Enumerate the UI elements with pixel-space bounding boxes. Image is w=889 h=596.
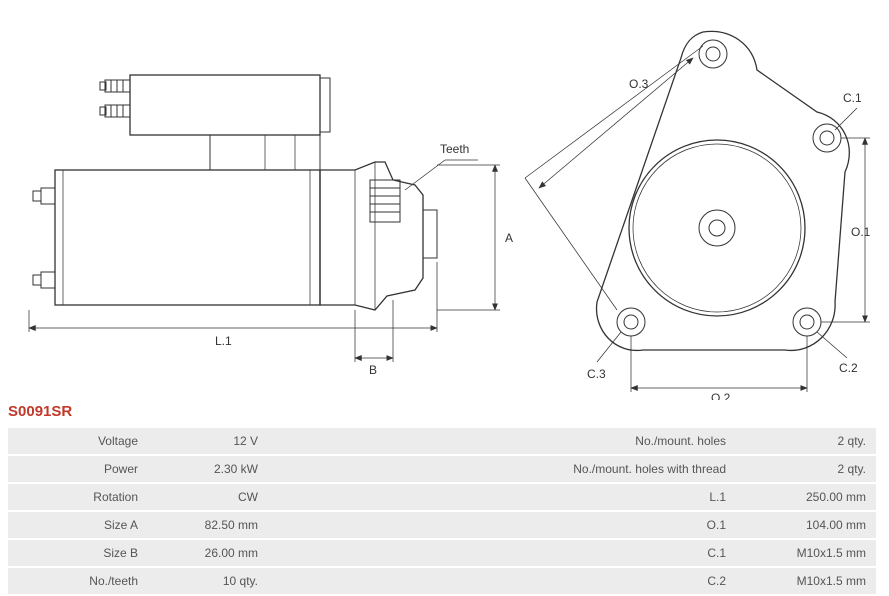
spec-label: Size A [8,512,148,538]
spec-value: 2.30 kW [148,456,268,482]
spec-row: Rotation CW L.1 250.00 mm [8,484,876,510]
dim-o2: O.2 [711,391,731,400]
dim-l1: L.1 [215,334,232,348]
spec-label2: No./mount. holes [268,428,736,454]
spec-label: No./teeth [8,568,148,594]
spec-row: Size B 26.00 mm C.1 M10x1.5 mm [8,540,876,566]
spec-label: Size B [8,540,148,566]
spec-label2: No./mount. holes with thread [268,456,736,482]
spec-label: Power [8,456,148,482]
dim-b: B [369,363,377,377]
lbl-c2: C.2 [839,361,858,375]
spec-value2: 2 qty. [736,428,876,454]
spec-value2: M10x1.5 mm [736,568,876,594]
side-view: L.1 B A Teeth [29,75,513,377]
spec-label2: C.2 [268,568,736,594]
spec-table: Voltage 12 V No./mount. holes 2 qty. Pow… [8,426,876,596]
dim-o1: O.1 [851,225,871,239]
spec-label2: O.1 [268,512,736,538]
spec-value: 12 V [148,428,268,454]
front-view: O.3 O.1 O.2 C.1 C.2 C.3 [525,31,871,400]
spec-value2: M10x1.5 mm [736,540,876,566]
spec-row: No./teeth 10 qty. C.2 M10x1.5 mm [8,568,876,594]
lbl-c3: C.3 [587,367,606,381]
spec-label: Voltage [8,428,148,454]
spec-value: 82.50 mm [148,512,268,538]
spec-value2: 104.00 mm [736,512,876,538]
spec-value2: 250.00 mm [736,484,876,510]
technical-drawing: L.1 B A Teeth [15,10,874,400]
lbl-c1: C.1 [843,91,862,105]
spec-row: Power 2.30 kW No./mount. holes with thre… [8,456,876,482]
spec-row: Size A 82.50 mm O.1 104.00 mm [8,512,876,538]
spec-row: Voltage 12 V No./mount. holes 2 qty. [8,428,876,454]
spec-value2: 2 qty. [736,456,876,482]
spec-label: Rotation [8,484,148,510]
spec-value: CW [148,484,268,510]
spec-value: 10 qty. [148,568,268,594]
spec-value: 26.00 mm [148,540,268,566]
spec-table-body: Voltage 12 V No./mount. holes 2 qty. Pow… [8,428,876,594]
spec-label2: C.1 [268,540,736,566]
dim-o3: O.3 [629,77,649,91]
part-number: S0091SR [0,395,889,426]
teeth-label: Teeth [440,142,469,156]
diagram-area: L.1 B A Teeth [0,0,889,395]
dim-a: A [505,231,513,245]
spec-label2: L.1 [268,484,736,510]
